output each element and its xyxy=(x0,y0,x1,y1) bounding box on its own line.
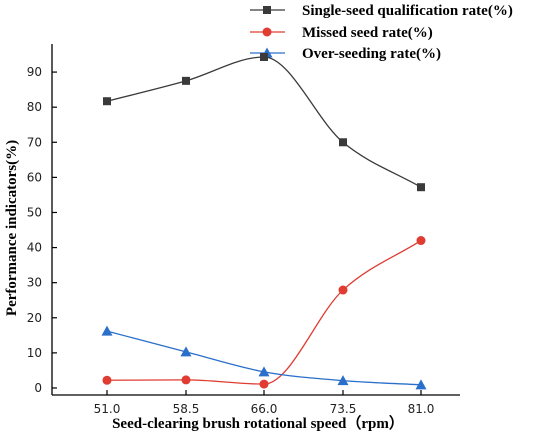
legend-single-seed-marker xyxy=(263,6,271,14)
missed-seed-line xyxy=(106,240,422,385)
missed-seed-point xyxy=(338,285,348,295)
plot-area xyxy=(101,52,427,390)
y-tick-label: 90 xyxy=(27,65,42,79)
over-seeding-point xyxy=(258,366,270,377)
missed-seed-point xyxy=(102,375,112,385)
y-tick-label: 0 xyxy=(34,381,42,395)
x-axis-title: Seed-clearing brush rotational speed（rpm… xyxy=(112,414,404,432)
missed-seed-point xyxy=(181,375,191,385)
y-tick-label: 50 xyxy=(27,205,42,219)
x-tick-label: 58.5 xyxy=(173,402,200,416)
x-tick-label: 51.0 xyxy=(94,402,121,416)
x-tick-label: 66.0 xyxy=(251,402,278,416)
y-tick-label: 70 xyxy=(27,135,42,149)
y-tick-label: 80 xyxy=(27,100,42,114)
legend: Single-seed qualification rate(%) Missed … xyxy=(250,3,513,62)
y-tick-label: 20 xyxy=(27,311,42,325)
y-tick-label: 60 xyxy=(27,170,42,184)
axes: 0 10 20 30 40 50 60 70 80 90 51.0 58.5 66.0 73.5 81.0 xyxy=(27,44,460,416)
legend-missed-seed-label: Missed seed rate(%) xyxy=(302,25,433,41)
legend-missed-seed-marker xyxy=(262,27,272,37)
y-tick-label: 30 xyxy=(27,276,42,290)
y-axis-title: Performance indicators(%) xyxy=(4,140,20,316)
single-seed-point xyxy=(182,76,190,85)
over-seeding-point xyxy=(180,346,192,357)
single-seed-point xyxy=(260,52,268,61)
legend-over-seeding-label: Over-seeding rate(%) xyxy=(302,46,441,62)
single-seed-line xyxy=(106,56,422,188)
missed-seed-point xyxy=(416,236,426,246)
over-seeding-point xyxy=(415,379,427,390)
y-tick-label: 10 xyxy=(27,346,42,360)
over-seeding-point xyxy=(101,325,113,336)
missed-seed-point xyxy=(259,379,269,389)
x-tick-label: 81.0 xyxy=(408,402,435,416)
y-tick-label: 40 xyxy=(27,241,42,255)
legend-single-seed-label: Single-seed qualification rate(%) xyxy=(302,3,513,19)
over-seeding-point xyxy=(337,375,349,386)
single-seed-point xyxy=(417,183,425,192)
x-tick-label: 73.5 xyxy=(330,402,357,416)
over-seeding-line xyxy=(106,330,422,386)
single-seed-point xyxy=(339,138,347,147)
single-seed-point xyxy=(103,97,111,106)
